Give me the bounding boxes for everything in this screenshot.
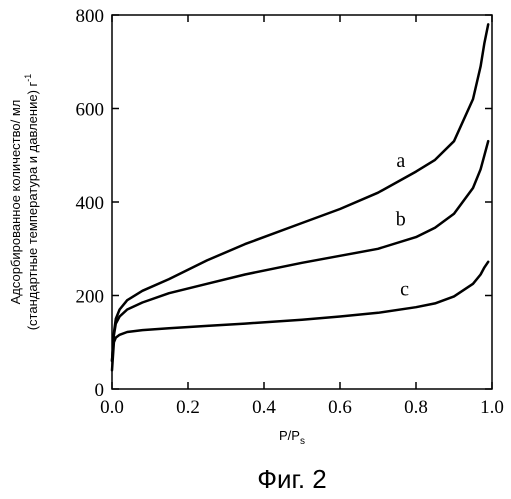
y-axis-title-superscript: -1: [23, 74, 33, 82]
y-axis-title-line1: Адсорбированное количество/ мл: [8, 100, 23, 305]
y-axis-title: Адсорбированное количество/ мл (стандарт…: [8, 74, 40, 331]
series-lines: [112, 24, 488, 370]
x-axis-title: P/Ps: [279, 428, 305, 447]
series-label-b: b: [396, 208, 406, 230]
ticks: [112, 15, 492, 389]
x-tick-label: 0.2: [176, 397, 200, 418]
y-tick-label: 600: [76, 100, 105, 121]
x-tick-label: 0.8: [404, 397, 428, 418]
x-tick-label: 0.6: [328, 397, 352, 418]
tick-labels: 0.00.20.40.60.81.00200400600800: [76, 6, 504, 418]
y-axis-title-line2: (стандартные температура и давление) г-1: [23, 74, 40, 331]
x-axis-title-sub: s: [300, 436, 305, 447]
series-labels: a b c: [396, 150, 409, 301]
figure-caption: Фиг. 2: [257, 464, 327, 494]
y-tick-label: 0: [95, 380, 105, 401]
x-tick-label: 1.0: [480, 397, 504, 418]
series-label-c: c: [400, 279, 409, 301]
plot-frame: [112, 15, 492, 389]
x-tick-label: 0.4: [252, 397, 276, 418]
series-label-a: a: [396, 150, 405, 172]
series-line-a: [112, 24, 488, 361]
x-axis-title-main: P/P: [279, 428, 300, 443]
y-axis-title-line2-text: (стандартные температура и давление) г: [25, 81, 40, 330]
y-tick-label: 200: [76, 287, 105, 308]
y-tick-label: 800: [76, 6, 105, 27]
y-tick-label: 400: [76, 193, 105, 214]
